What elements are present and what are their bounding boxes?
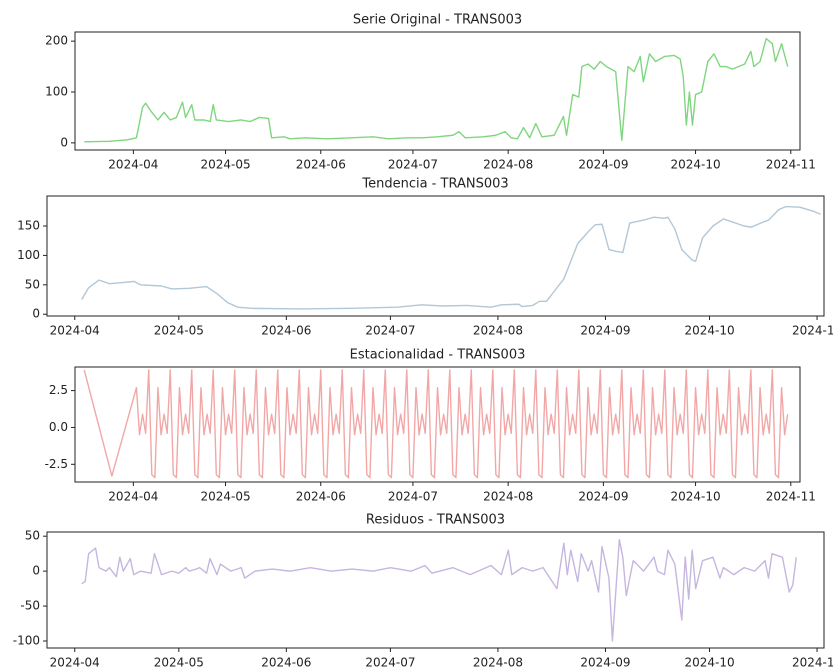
x-tick-label: 2024-06 <box>296 158 346 172</box>
y-tick-label: 0 <box>32 307 40 321</box>
x-tick-label: 2024-11 <box>792 656 833 669</box>
y-tick-label: 100 <box>45 85 68 99</box>
chart-title: Serie Original - TRANS003 <box>353 13 522 28</box>
x-tick-label: 2024-09 <box>578 158 628 172</box>
x-tick-label: 2024-07 <box>365 656 415 669</box>
axes-frame <box>46 195 825 317</box>
axes-frame <box>46 531 825 649</box>
y-tick-label: 0 <box>32 564 40 578</box>
x-tick-label: 2024-07 <box>388 158 438 172</box>
axes-frame <box>74 31 801 151</box>
x-tick-label: 2024-08 <box>483 490 533 504</box>
x-tick-label: 2024-11 <box>766 490 816 504</box>
x-tick-label: 2024-09 <box>578 490 628 504</box>
series-line <box>81 205 821 310</box>
y-tick-label: 0.0 <box>49 420 68 434</box>
x-tick-label: 2024-04 <box>50 656 100 669</box>
x-tick-label: 2024-09 <box>580 656 630 669</box>
x-tick-label: 2024-08 <box>473 324 523 338</box>
x-tick-label: 2024-06 <box>296 490 346 504</box>
x-tick-label: 2024-07 <box>388 490 438 504</box>
x-tick-label: 2024-04 <box>108 490 158 504</box>
series-line <box>83 369 789 479</box>
x-tick-label: 2024-06 <box>261 324 311 338</box>
y-tick-label: 0 <box>60 135 68 149</box>
x-tick-label: 2024-05 <box>200 490 250 504</box>
x-tick-label: 2024-10 <box>670 158 720 172</box>
series-line <box>81 538 797 642</box>
y-tick-label: -50 <box>20 599 40 613</box>
y-tick-label: 50 <box>25 529 40 543</box>
x-tick-label: 2024-04 <box>108 158 158 172</box>
y-tick-label: 200 <box>45 34 68 48</box>
y-tick-label: 2.5 <box>49 383 68 397</box>
x-tick-label: 2024-10 <box>670 490 720 504</box>
x-tick-label: 2024-06 <box>261 656 311 669</box>
x-tick-label: 2024-07 <box>365 324 415 338</box>
axes-frame <box>74 366 801 483</box>
y-tick-label: 150 <box>17 219 40 233</box>
chart-title: Estacionalidad - TRANS003 <box>350 348 526 363</box>
series-line <box>84 37 789 143</box>
x-tick-label: 2024-09 <box>580 324 630 338</box>
x-tick-label: 2024-11 <box>766 158 816 172</box>
x-tick-label: 2024-04 <box>50 324 100 338</box>
y-tick-label: 50 <box>25 277 40 291</box>
y-tick-label: -2.5 <box>45 457 68 471</box>
y-tick-label: -100 <box>13 634 40 648</box>
x-tick-label: 2024-08 <box>483 158 533 172</box>
x-tick-label: 2024-05 <box>200 158 250 172</box>
x-tick-label: 2024-05 <box>154 324 204 338</box>
x-tick-label: 2024-08 <box>473 656 523 669</box>
x-tick-label: 2024-10 <box>684 656 734 669</box>
chart-title: Tendencia - TRANS003 <box>361 177 508 192</box>
x-tick-label: 2024-11 <box>792 324 833 338</box>
chart-title: Residuos - TRANS003 <box>366 513 505 528</box>
y-tick-label: 100 <box>17 248 40 262</box>
x-tick-label: 2024-05 <box>154 656 204 669</box>
x-tick-label: 2024-10 <box>684 324 734 338</box>
